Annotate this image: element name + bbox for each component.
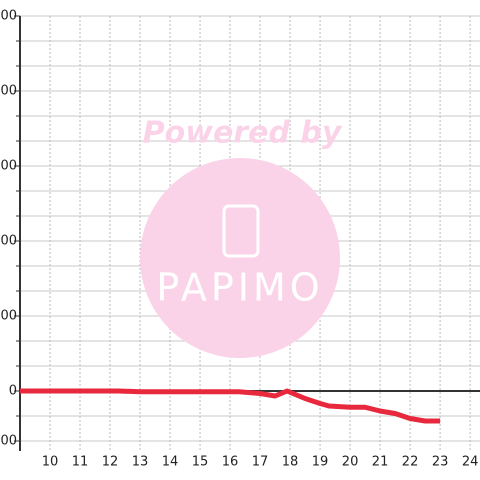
- y-tick-label: 60,000: [0, 234, 17, 249]
- watermark: Powered by PAPIMO: [140, 116, 343, 358]
- x-tick-label: 10: [42, 455, 59, 470]
- x-tick-label: 12: [102, 455, 119, 470]
- x-tick-label: 15: [192, 455, 209, 470]
- x-tick-label: 23: [432, 455, 449, 470]
- x-tick-label: 20: [342, 455, 359, 470]
- y-tick-label: 150,000: [0, 9, 17, 24]
- watermark-icon: [222, 204, 260, 258]
- line-series: [20, 388, 441, 424]
- watermark-brand: PAPIMO: [156, 266, 323, 310]
- x-tick-label: 11: [72, 455, 89, 470]
- x-tick-label: 13: [132, 455, 149, 470]
- y-tick-label: 90,000: [0, 159, 17, 174]
- x-tick-label: 24: [462, 455, 479, 470]
- x-tick-label: 21: [372, 455, 389, 470]
- y-tick-label: 0: [9, 384, 17, 399]
- x-tick-label: 19: [312, 455, 329, 470]
- watermark-text: Powered by: [143, 116, 343, 151]
- y-tick-label: -20,000: [0, 434, 17, 449]
- watermark-circle: [140, 158, 340, 358]
- x-tick-label: 22: [402, 455, 419, 470]
- y-tick-label: 120,000: [0, 84, 17, 99]
- x-tick-label: 17: [252, 455, 269, 470]
- x-tick-label: 18: [282, 455, 299, 470]
- x-tick-label: 14: [162, 455, 179, 470]
- x-tick-label: 16: [222, 455, 239, 470]
- y-tick-label: 30,000: [0, 309, 17, 324]
